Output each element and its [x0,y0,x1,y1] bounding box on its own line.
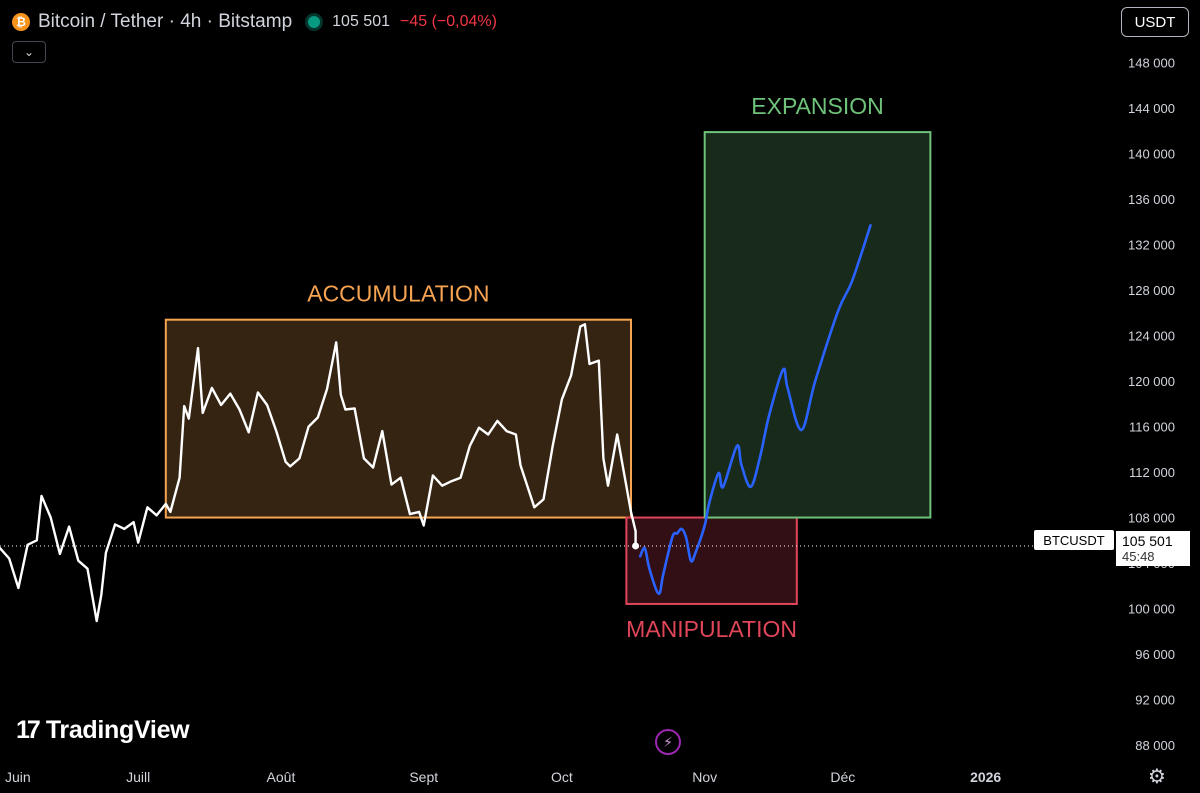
chevron-down-icon: ⌄ [23,45,35,59]
time-tick-label: Juin [5,769,31,785]
price-tick-label: 100 000 [1128,602,1175,617]
projection-line [638,224,872,596]
time-tick-label: 2026 [970,769,1001,785]
tradingview-logo[interactable]: 17 TradingView [16,716,190,745]
time-tick-label: Nov [692,769,717,785]
zone-label-manipulation: MANIPULATION [626,616,797,642]
price-tick-label: 124 000 [1128,329,1175,344]
current-price: 105 501 [332,13,390,30]
price-tick-label: 144 000 [1128,101,1175,116]
time-tick-label: Oct [551,769,573,785]
time-tick-label: Déc [830,769,855,785]
zone-labels-layer: ACCUMULATION MANIPULATION EXPANSION [307,93,884,642]
gear-icon[interactable]: ⚙ [1148,765,1166,788]
price-tick-label: 120 000 [1128,374,1175,389]
tradingview-logo-text: TradingView [45,716,190,744]
price-tick-label: 108 000 [1128,511,1175,526]
time-tick-label: Août [267,769,296,785]
last-price-value: 105 501 [1122,533,1173,549]
last-price-badge: 105 501 45:48 [1116,531,1190,566]
zone-manipulation[interactable] [625,516,798,605]
zone-label-accumulation: ACCUMULATION [307,281,489,307]
price-tick-label: 92 000 [1135,692,1175,707]
series-layer [0,224,872,623]
zone-accumulation[interactable] [164,318,632,519]
currency-selector[interactable]: USDT [1121,7,1189,37]
time-axis[interactable]: Juin Juill Août Sept Oct Nov Déc 2026 [5,769,1001,785]
tradingview-mark-icon: 17 [16,716,41,744]
price-line [0,323,637,623]
symbol-header: ₿ Bitcoin / Tether · 4h · Bitstamp 105 5… [12,8,497,36]
price-tick-label: 96 000 [1135,647,1175,662]
price-tick-label: 136 000 [1128,192,1175,207]
symbol-title[interactable]: Bitcoin / Tether · 4h · Bitstamp [38,11,293,32]
price-tick-label: 88 000 [1135,738,1175,753]
collapse-legend-button[interactable]: ⌄ [12,41,46,63]
bar-countdown: 45:48 [1122,549,1155,564]
bitcoin-icon: ₿ [12,13,30,31]
time-tick-label: Sept [409,769,438,785]
price-tick-label: 140 000 [1128,147,1175,162]
zone-expansion[interactable] [703,131,932,519]
lightning-icon[interactable]: ⚡ [655,729,681,755]
time-tick-label: Juill [126,769,150,785]
price-change: −45 (−0,04%) [400,13,497,30]
zones-layer [164,131,932,605]
market-open-dot-icon [308,16,321,28]
zone-label-expansion: EXPANSION [751,93,884,119]
price-tick-label: 112 000 [1129,465,1175,480]
price-tick-label: 148 000 [1128,56,1175,71]
price-tick-label: 116 000 [1129,420,1175,435]
price-tick-label: 128 000 [1128,283,1175,298]
last-price-dot [632,542,640,550]
symbol-price-label: BTCUSDT [1034,530,1114,550]
price-tick-label: 132 000 [1128,238,1175,253]
